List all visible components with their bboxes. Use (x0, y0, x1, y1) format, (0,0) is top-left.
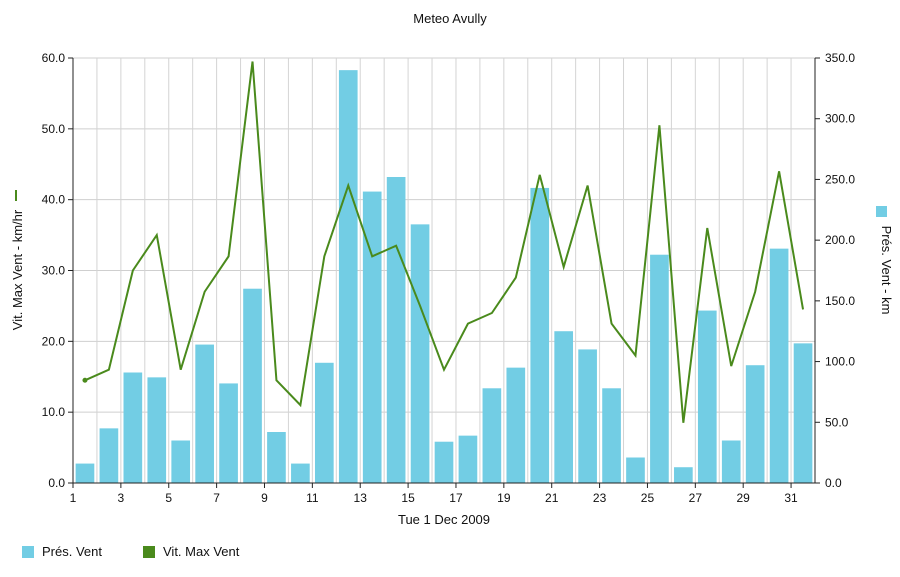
bar-pres-vent (721, 440, 741, 483)
bar-pres-vent (410, 224, 430, 483)
y-tick-label-left: 0.0 (48, 476, 65, 490)
bar-pres-vent (530, 187, 550, 483)
x-tick-label: 7 (213, 491, 220, 505)
bar-pres-vent (697, 310, 717, 483)
point-vit-max-vent (82, 377, 88, 383)
line-series (82, 61, 805, 423)
bar-pres-vent (578, 349, 597, 483)
y-axis-label-left: Vit. Max Vent - km/hr (10, 209, 25, 330)
y-tick-label-left: 10.0 (42, 405, 66, 419)
y-tick-label-right: 350.0 (825, 51, 855, 65)
legend-swatch-vit-max-vent (143, 545, 155, 558)
y-tick-label-right: 200.0 (825, 233, 855, 247)
legend-label-pres-vent: Prés. Vent (42, 544, 102, 559)
x-tick-label: 19 (497, 491, 511, 505)
y-tick-label-left: 50.0 (42, 122, 66, 136)
chart-title: Meteo Avully (413, 11, 487, 26)
y-tick-label-right: 50.0 (825, 415, 849, 429)
x-tick-label: 27 (689, 491, 703, 505)
y-tick-label-left: 20.0 (42, 334, 66, 348)
x-axis-label: Tue 1 Dec 2009 (398, 512, 490, 527)
bar-pres-vent (650, 254, 669, 483)
x-tick-label: 25 (641, 491, 655, 505)
bar-pres-vent (338, 70, 358, 484)
y-axis-label-right: Prés. Vent - km (879, 226, 894, 315)
x-tick-label: 9 (261, 491, 268, 505)
bar-pres-vent (267, 432, 286, 483)
x-tick-label: 1 (70, 491, 77, 505)
bar-pres-vent (314, 362, 334, 483)
x-tick-label: 17 (449, 491, 463, 505)
y-tick-label-left: 40.0 (42, 193, 66, 207)
bar-pres-vent (745, 365, 765, 483)
y-tick-label-right: 0.0 (825, 476, 842, 490)
bar-pres-vent (458, 435, 478, 483)
y-tick-label-right: 150.0 (825, 294, 855, 308)
bar-pres-vent (602, 388, 621, 483)
bar-pres-vent (171, 440, 191, 483)
x-tick-label: 3 (118, 491, 125, 505)
labels: 0.0 10.0 20.0 30.0 40.0 50.0 60.0 0.0 50.0 100.0 1… (10, 11, 894, 527)
x-tick-label: 21 (545, 491, 559, 505)
bar-pres-vent (626, 457, 645, 483)
x-tick-label: 11 (306, 491, 319, 505)
bar-pres-vent (291, 463, 310, 483)
x-tick-label: 23 (593, 491, 607, 505)
y-tick-label-left: 30.0 (42, 264, 66, 278)
bar-pres-vent (195, 344, 214, 483)
bar-pres-vent (219, 383, 238, 483)
legend-2: Vit. Max Vent (143, 544, 239, 559)
bar-pres-vent (123, 372, 143, 483)
bars (75, 70, 813, 484)
bar-pres-vent (482, 388, 502, 483)
bar-pres-vent (147, 377, 167, 483)
bar-pres-vent (769, 248, 789, 483)
bar-pres-vent (386, 177, 406, 483)
bar-pres-vent (99, 428, 119, 483)
legend: Prés. Vent (22, 544, 102, 559)
y-tick-label-right: 250.0 (825, 172, 855, 186)
x-tick-label: 15 (401, 491, 415, 505)
bar-pres-vent (793, 343, 813, 483)
bar-pres-vent (554, 331, 574, 483)
bar-pres-vent (243, 288, 262, 483)
x-tick-label: 29 (737, 491, 751, 505)
y-right-series-marker (876, 206, 887, 217)
x-tick-label: 31 (784, 491, 798, 505)
bar-pres-vent (75, 463, 95, 483)
legend-label-vit-max-vent: Vit. Max Vent (163, 544, 240, 559)
legend-swatch-pres-vent (22, 545, 34, 558)
bar-pres-vent (434, 441, 454, 483)
x-tick-label: 13 (354, 491, 368, 505)
bar-pres-vent (362, 191, 382, 484)
y-tick-label-left: 60.0 (42, 51, 66, 65)
bar-pres-vent (674, 467, 693, 483)
x-tick-label: 5 (165, 491, 172, 505)
bar-pres-vent (506, 367, 526, 483)
y-tick-label-right: 300.0 (825, 112, 855, 126)
axes (68, 57, 820, 488)
y-tick-label-right: 100.0 (825, 355, 855, 369)
